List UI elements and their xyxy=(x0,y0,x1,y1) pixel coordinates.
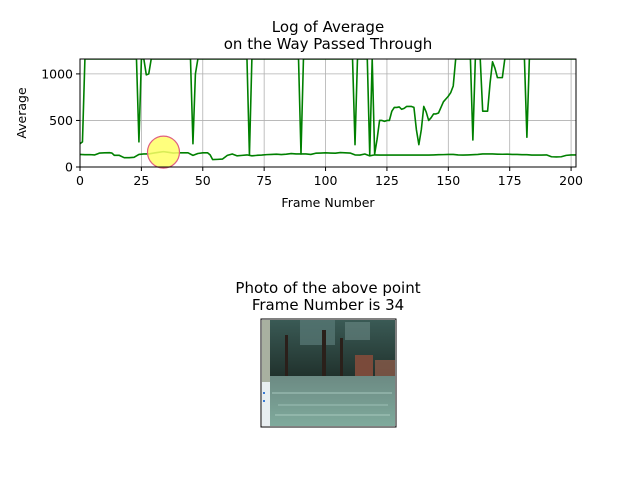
frame-photo xyxy=(260,318,397,428)
chart-title-line1: Log of Average xyxy=(272,18,384,36)
series-line-1 xyxy=(80,59,576,156)
y-axis-ticks: 0 500 1000 xyxy=(41,66,80,175)
x-axis-label: Frame Number xyxy=(281,195,375,210)
x-tick-label: 50 xyxy=(195,173,211,188)
photo-title-line1: Photo of the above point xyxy=(235,279,420,297)
x-tick-label: 25 xyxy=(133,173,149,188)
y-tick-label: 0 xyxy=(65,160,73,175)
x-tick-label: 175 xyxy=(498,173,522,188)
axes-frame xyxy=(79,58,577,168)
y-tick-label: 1000 xyxy=(41,66,73,81)
photo-title-line2: Frame Number is 34 xyxy=(252,296,404,314)
y-tick-label: 500 xyxy=(49,113,73,128)
plot-area: 0 25 50 75 100 125 150 175 200 0 500 1000 xyxy=(41,58,583,188)
x-tick-label: 100 xyxy=(314,173,338,188)
y-axis-label: Average xyxy=(14,87,29,139)
x-tick-label: 125 xyxy=(375,173,399,188)
x-tick-label: 75 xyxy=(256,173,272,188)
x-tick-label: 150 xyxy=(436,173,460,188)
x-tick-label: 0 xyxy=(76,173,84,188)
chart-title-line2: on the Way Passed Through xyxy=(224,35,432,53)
x-axis-ticks: 0 25 50 75 100 125 150 175 200 xyxy=(76,167,583,188)
x-tick-label: 200 xyxy=(559,173,583,188)
highlight-point-marker xyxy=(146,135,181,169)
